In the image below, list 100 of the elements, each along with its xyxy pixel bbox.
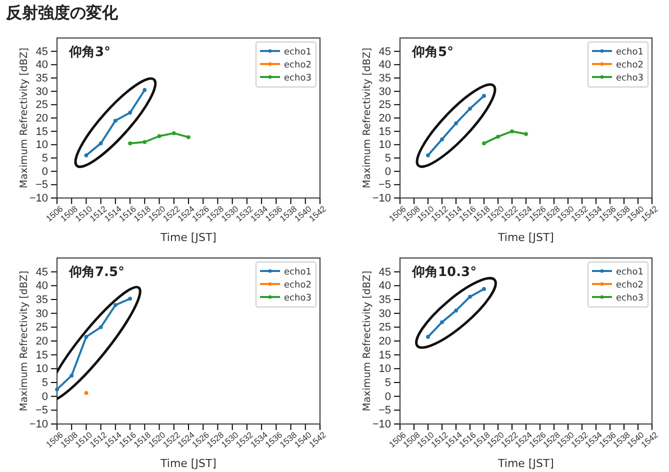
point (468, 106, 472, 111)
point (440, 320, 444, 324)
y-tick-label: 30 (378, 308, 391, 320)
point (70, 374, 74, 378)
y-tick-label: 5 (42, 377, 48, 390)
y-tick-label: 15 (378, 349, 391, 362)
y-axis-title: Maximum Refrectivity [dBZ] (19, 270, 30, 412)
line-series (84, 88, 147, 158)
legend-label: echo3 (284, 74, 312, 84)
y-tick-label: −5 (378, 404, 391, 417)
point (482, 287, 486, 291)
y-tick-label: 40 (378, 59, 391, 72)
y-tick-label: −5 (35, 179, 48, 192)
y-tick-label: 25 (378, 322, 391, 334)
y-tick-label: 0 (384, 166, 391, 178)
y-tick-label: 20 (36, 336, 48, 348)
point (454, 308, 458, 313)
y-tick-label: 20 (378, 112, 391, 125)
line-series (426, 94, 486, 158)
y-tick-label: 30 (36, 308, 48, 320)
point (84, 153, 88, 158)
y-tick-label: 10 (36, 363, 48, 376)
y-tick-label: 10 (36, 139, 48, 152)
point (84, 391, 88, 395)
point (157, 134, 162, 138)
x-axis-title: Time [JST] (497, 231, 554, 244)
y-tick-label: −10 (372, 192, 391, 205)
point (496, 134, 500, 139)
y-tick-label: 45 (378, 266, 391, 278)
annotation: 仰角7.5° (68, 265, 125, 280)
legend-label: echo2 (616, 60, 644, 70)
y-tick-label: 25 (36, 322, 48, 334)
y-tick-label: 45 (36, 46, 48, 58)
y-tick-label: −5 (35, 404, 48, 417)
x-axis-title: Time [JST] (497, 457, 554, 470)
point (128, 141, 132, 146)
point (142, 88, 147, 92)
y-tick-label: 35 (36, 72, 48, 85)
y-tick-label: 0 (42, 166, 48, 178)
point (98, 325, 103, 330)
point (113, 303, 118, 307)
chart-title: 反射強度の変化 (5, 3, 119, 22)
legend-label: echo2 (284, 280, 312, 290)
point (98, 141, 103, 146)
y-tick-label: 10 (378, 363, 391, 376)
point (426, 153, 430, 158)
point (510, 129, 514, 134)
legend-label: echo3 (616, 294, 644, 304)
legend-label: echo2 (616, 280, 644, 290)
point (186, 135, 190, 140)
legend-label: echo1 (616, 48, 644, 58)
point (482, 141, 486, 146)
legend-label: echo1 (284, 48, 312, 58)
y-tick-label: −5 (378, 179, 391, 192)
annotation: 仰角10.3° (411, 265, 477, 280)
y-tick-label: 45 (378, 46, 391, 58)
legend-label: echo1 (284, 268, 312, 278)
y-tick-label: 15 (378, 126, 391, 138)
point (426, 334, 430, 339)
point (84, 334, 88, 339)
y-tick-label: 5 (42, 152, 48, 165)
y-tick-label: 45 (36, 266, 48, 278)
y-tick-label: 35 (378, 72, 391, 85)
point (172, 131, 176, 136)
point (128, 110, 132, 115)
y-tick-label: 35 (378, 294, 391, 306)
annotation: 仰角3° (68, 45, 111, 60)
y-tick-label: 5 (384, 377, 391, 390)
legend-label: echo1 (616, 268, 644, 278)
y-tick-label: 40 (378, 280, 391, 292)
y-tick-label: 10 (378, 139, 391, 152)
legend-label: echo2 (284, 60, 312, 70)
point (524, 132, 528, 136)
line-series (426, 287, 486, 339)
y-tick-label: 20 (378, 336, 391, 348)
annotation: 仰角5° (411, 45, 454, 60)
y-tick-label: 15 (36, 349, 48, 362)
y-tick-label: 40 (36, 59, 48, 72)
y-axis-title: Maximum Refrectivity [dBZ] (362, 48, 373, 188)
y-tick-label: 25 (378, 99, 391, 112)
point (128, 296, 132, 301)
point (468, 294, 472, 299)
y-axis-title: Maximum Refrectivity [dBZ] (19, 48, 30, 188)
y-tick-label: −10 (29, 418, 48, 431)
y-tick-label: −10 (372, 418, 391, 431)
x-axis-title: Time [JST] (160, 457, 216, 470)
point (142, 140, 147, 144)
legend-label: echo3 (284, 294, 312, 304)
y-tick-label: 30 (36, 86, 48, 98)
y-tick-label: 35 (36, 294, 48, 306)
point (454, 121, 458, 126)
y-tick-label: 15 (36, 126, 48, 138)
y-tick-label: 20 (36, 112, 48, 125)
y-tick-label: 40 (36, 280, 48, 292)
y-tick-label: 30 (378, 86, 391, 98)
point (55, 387, 59, 392)
point (440, 137, 444, 142)
y-axis-title: Maximum Refrectivity [dBZ] (362, 270, 373, 412)
x-axis-title: Time [JST] (160, 231, 216, 244)
y-tick-label: 0 (384, 390, 391, 403)
